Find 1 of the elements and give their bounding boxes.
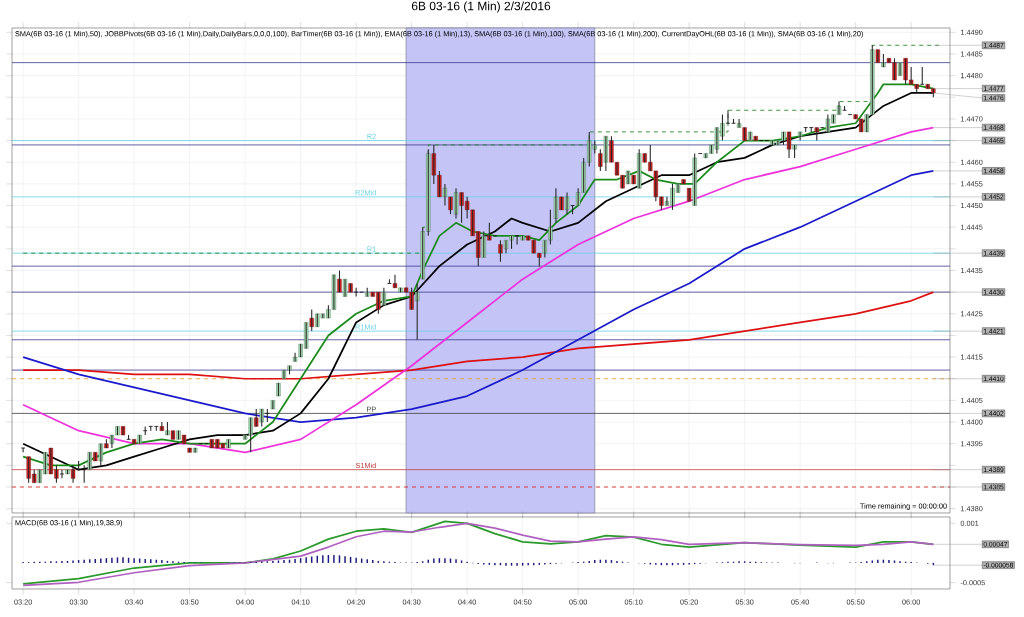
chart-title: 6B 03-16 (1 Min) 2/3/2016 (411, 1, 551, 13)
